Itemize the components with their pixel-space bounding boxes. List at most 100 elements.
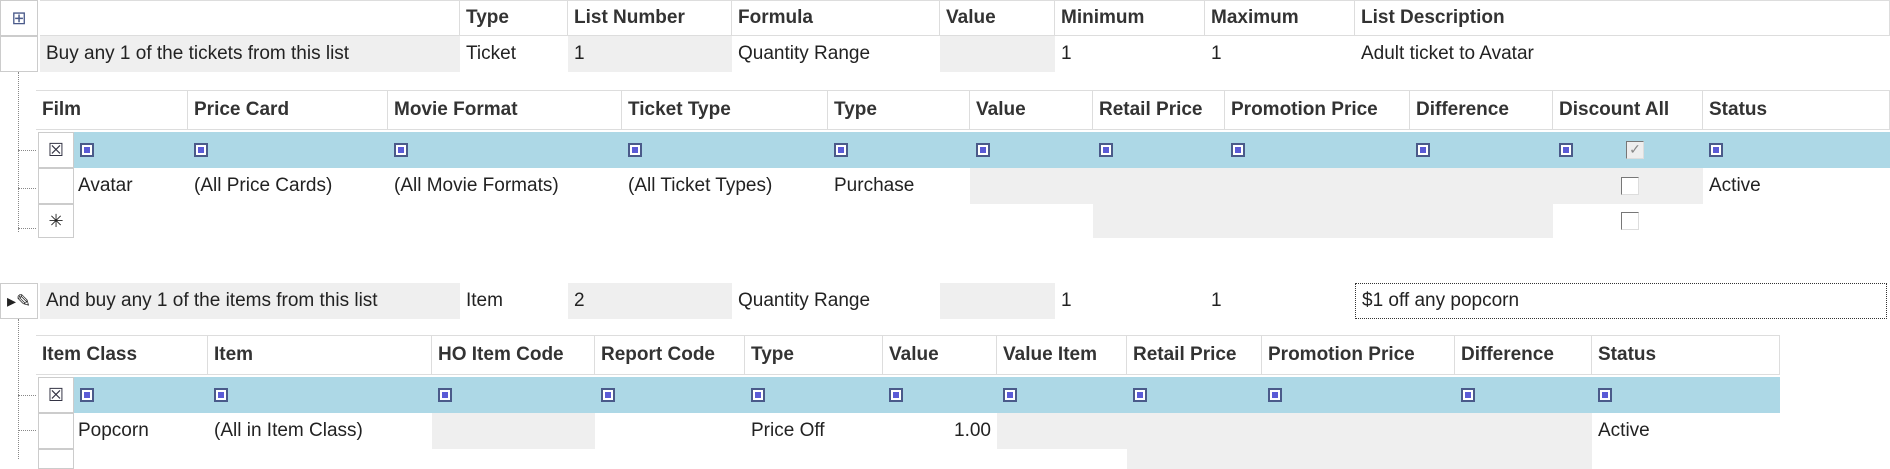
row-selector[interactable]: [38, 168, 74, 204]
new-row-discount-all-checkbox[interactable]: [1615, 204, 1645, 238]
master-cell-maximum[interactable]: 1: [1211, 290, 1222, 311]
row-selector[interactable]: [38, 413, 74, 449]
tickets-cell-movie-format[interactable]: (All Movie Formats): [394, 175, 559, 196]
new-row-selector[interactable]: [38, 449, 74, 469]
tickets-header-price-card[interactable]: Price Card: [188, 90, 388, 130]
master-header-3[interactable]: Formula: [732, 0, 940, 36]
items-cell-type[interactable]: Price Off: [751, 420, 825, 441]
tickets-cell-difference[interactable]: [1410, 168, 1553, 204]
master-cell-maximum[interactable]: 1: [1211, 43, 1222, 64]
tickets-header-film[interactable]: Film: [36, 90, 188, 130]
items-cell-item[interactable]: (All in Item Class): [214, 420, 363, 441]
items-cell-promotion-price[interactable]: [1262, 413, 1455, 449]
filter-icon[interactable]: [208, 377, 238, 413]
tickets-header-promotion-price[interactable]: Promotion Price: [1225, 90, 1410, 130]
filter-icon[interactable]: [595, 377, 625, 413]
master-header-1[interactable]: Type: [460, 0, 568, 36]
master-cell-description[interactable]: And buy any 1 of the items from this lis…: [40, 283, 460, 319]
tickets-header-discount-all[interactable]: Discount All: [1553, 90, 1703, 130]
master-cell-type[interactable]: Item: [466, 290, 503, 311]
items-cell-item-class[interactable]: Popcorn: [78, 420, 149, 441]
master-cell-list_description[interactable]: $1 off any popcorn: [1355, 283, 1887, 319]
discount-all-checkbox[interactable]: [1615, 168, 1645, 204]
tickets-header-status[interactable]: Status: [1703, 90, 1890, 130]
filter-icon[interactable]: [1592, 377, 1622, 413]
filter-icon[interactable]: [970, 132, 1000, 168]
tickets-cell-value[interactable]: [970, 168, 1093, 204]
tickets-cell-price-card[interactable]: (All Price Cards): [194, 175, 333, 196]
filter-icon[interactable]: [1455, 377, 1485, 413]
filter-icon[interactable]: [745, 377, 775, 413]
master-cell-list_number[interactable]: 1: [568, 36, 732, 72]
items-cell-ho-item-code[interactable]: [432, 413, 595, 449]
tickets-header-difference[interactable]: Difference: [1410, 90, 1553, 130]
master-header-7[interactable]: List Description: [1355, 0, 1890, 36]
tickets-cell-status[interactable]: Active: [1709, 175, 1761, 196]
row-selector[interactable]: [0, 36, 38, 72]
master-header-0[interactable]: [40, 0, 460, 36]
items-cell-value[interactable]: 1.00: [954, 420, 991, 441]
filter-icon[interactable]: [1093, 132, 1123, 168]
expand-all-icon[interactable]: ⊞: [0, 0, 38, 36]
filter-icon[interactable]: [997, 377, 1027, 413]
master-cell-type[interactable]: Ticket: [466, 43, 516, 64]
filter-icon[interactable]: [1262, 377, 1292, 413]
filter-icon[interactable]: [74, 132, 104, 168]
items-cell-difference[interactable]: [1455, 413, 1592, 449]
filter-icon[interactable]: [1127, 377, 1157, 413]
items-header-report-code[interactable]: Report Code: [595, 335, 745, 375]
items-header-value[interactable]: Value: [883, 335, 997, 375]
filter-row-icon[interactable]: ☒: [38, 132, 74, 168]
filter-icon[interactable]: [388, 132, 418, 168]
filter-icon[interactable]: [188, 132, 218, 168]
filter-icon[interactable]: [1553, 132, 1583, 168]
master-cell-minimum[interactable]: 1: [1061, 43, 1072, 64]
tickets-header-ticket-type[interactable]: Ticket Type: [622, 90, 828, 130]
items-header-item-class[interactable]: Item Class: [36, 335, 208, 375]
tickets-cell-retail-price[interactable]: [1093, 168, 1225, 204]
items-header-type[interactable]: Type: [745, 335, 883, 375]
filter-icon[interactable]: [622, 132, 652, 168]
filter-icon[interactable]: [432, 377, 462, 413]
items-cell-retail-price[interactable]: [1127, 413, 1262, 449]
filter-row-icon[interactable]: ☒: [38, 377, 74, 413]
tickets-cell-type[interactable]: Purchase: [834, 175, 915, 196]
master-cell-minimum[interactable]: 1: [1061, 290, 1072, 311]
items-cell-status[interactable]: Active: [1598, 420, 1650, 441]
items-cell-value-item[interactable]: [997, 413, 1127, 449]
filter-icon[interactable]: [1225, 132, 1255, 168]
master-header-2[interactable]: List Number: [568, 0, 732, 36]
items-header-status[interactable]: Status: [1592, 335, 1780, 375]
tickets-header-retail-price[interactable]: Retail Price: [1093, 90, 1225, 130]
master-cell-value[interactable]: [940, 36, 1055, 72]
master-cell-list_description[interactable]: Adult ticket to Avatar: [1361, 43, 1534, 64]
tickets-header-movie-format[interactable]: Movie Format: [388, 90, 622, 130]
master-cell-description[interactable]: Buy any 1 of the tickets from this list: [40, 36, 460, 72]
master-header-5[interactable]: Minimum: [1055, 0, 1205, 36]
items-header-ho-item-code[interactable]: HO Item Code: [432, 335, 595, 375]
items-header-item[interactable]: Item: [208, 335, 432, 375]
master-header-4[interactable]: Value: [940, 0, 1055, 36]
master-header-6[interactable]: Maximum: [1205, 0, 1355, 36]
tickets-header-value[interactable]: Value: [970, 90, 1093, 130]
tickets-cell-promotion-price[interactable]: [1225, 168, 1410, 204]
tickets-header-type[interactable]: Type: [828, 90, 970, 130]
filter-icon[interactable]: [1703, 132, 1733, 168]
items-header-retail-price[interactable]: Retail Price: [1127, 335, 1262, 375]
items-cell-report-code[interactable]: [595, 413, 745, 449]
items-header-value-item[interactable]: Value Item: [997, 335, 1127, 375]
filter-icon[interactable]: [74, 377, 104, 413]
master-cell-list_number[interactable]: 2: [568, 283, 732, 319]
master-cell-formula[interactable]: Quantity Range: [738, 43, 871, 64]
new-row-icon[interactable]: ✳: [38, 204, 74, 238]
tickets-cell-film[interactable]: Avatar: [78, 175, 133, 196]
items-header-promotion-price[interactable]: Promotion Price: [1262, 335, 1455, 375]
master-cell-formula[interactable]: Quantity Range: [738, 290, 871, 311]
master-cell-value[interactable]: [940, 283, 1055, 319]
discount-all-filter-checkbox[interactable]: ✓: [1620, 132, 1650, 168]
tickets-cell-ticket-type[interactable]: (All Ticket Types): [628, 175, 773, 196]
filter-icon[interactable]: [828, 132, 858, 168]
filter-icon[interactable]: [1410, 132, 1440, 168]
filter-icon[interactable]: [883, 377, 913, 413]
items-header-difference[interactable]: Difference: [1455, 335, 1592, 375]
